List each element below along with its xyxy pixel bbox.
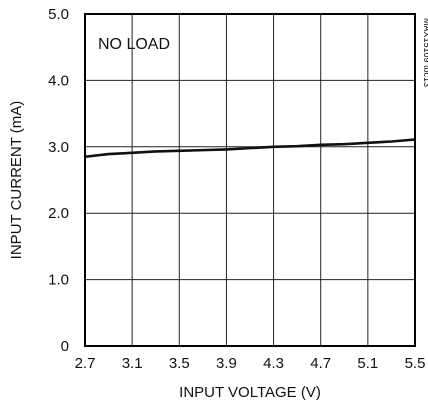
y-tick-labels: 0 1.0 2.0 3.0 4.0 5.0 <box>48 6 69 355</box>
x-tick-label: 4.7 <box>310 355 331 372</box>
x-tick-label: 3.9 <box>216 355 237 372</box>
plot-frame <box>84 13 416 347</box>
x-tick-labels: 2.7 3.1 3.5 3.9 4.3 4.7 5.1 5.5 <box>75 355 426 372</box>
x-tick-label: 5.1 <box>357 355 378 372</box>
figure-id: MAX15109 toc13 <box>422 18 428 87</box>
x-tick-label: 3.5 <box>169 355 190 372</box>
y-tick-label: 4.0 <box>48 72 69 89</box>
y-tick-label: 0 <box>61 338 69 355</box>
series-line <box>84 138 416 159</box>
annotation-no-load: NO LOAD <box>98 36 170 53</box>
x-tick-label: 4.3 <box>263 355 284 372</box>
x-tick-label: 5.5 <box>405 355 426 372</box>
grid <box>85 14 415 346</box>
y-tick-label: 3.0 <box>48 139 69 156</box>
y-tick-label: 1.0 <box>48 272 69 289</box>
y-tick-label: 5.0 <box>48 6 69 23</box>
y-axis-title: INPUT CURRENT (mA) <box>8 101 25 260</box>
series-layer <box>84 138 416 159</box>
x-axis-title: INPUT VOLTAGE (V) <box>179 384 321 401</box>
x-tick-label: 3.1 <box>122 355 143 372</box>
x-tick-label: 2.7 <box>75 355 96 372</box>
y-tick-label: 2.0 <box>48 205 69 222</box>
